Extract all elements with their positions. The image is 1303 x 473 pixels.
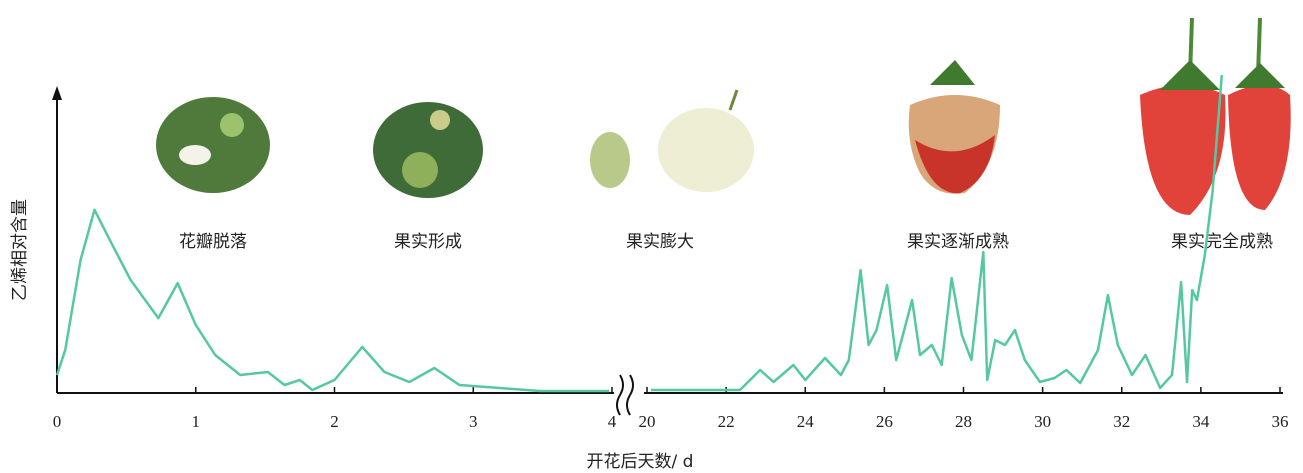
data-line [651,74,1224,392]
stage-label: 果实形成 [394,232,462,252]
photo-ripening [908,60,1000,194]
photo-ripe [1140,17,1291,215]
stage-label: 果实逐渐成熟 [907,231,1009,252]
photo-fruit-expand [590,89,754,192]
y-axis-label: 乙烯相对含量 [10,199,30,301]
photo-fruit-set [373,102,483,198]
data-line [55,208,610,393]
x-tick-label: 3 [469,412,478,431]
x-tick-label: 34 [1192,412,1210,431]
x-tick-label: 24 [797,412,815,431]
photo-petal-fall [156,97,270,193]
stage-label: 果实完全成熟 [1171,231,1273,252]
y-axis-arrow [52,86,62,100]
x-tick-label: 4 [608,412,617,431]
x-tick-label: 1 [192,412,201,431]
x-tick-label: 20 [639,412,656,431]
x-tick-label: 2 [330,412,339,431]
stage-label: 花瓣脱落 [179,232,247,252]
axis-break [616,374,634,416]
stage-label: 果实膨大 [626,232,694,252]
x-tick-label: 30 [1034,412,1051,431]
x-tick-label: 26 [876,412,893,431]
x-tick-label: 22 [718,412,735,431]
x-tick-label: 28 [955,412,972,431]
x-tick-label: 36 [1272,412,1289,431]
x-tick-label: 0 [53,412,62,431]
x-axis-label: 开花后天数/ d [587,452,694,472]
x-tick-label: 32 [1113,412,1130,431]
